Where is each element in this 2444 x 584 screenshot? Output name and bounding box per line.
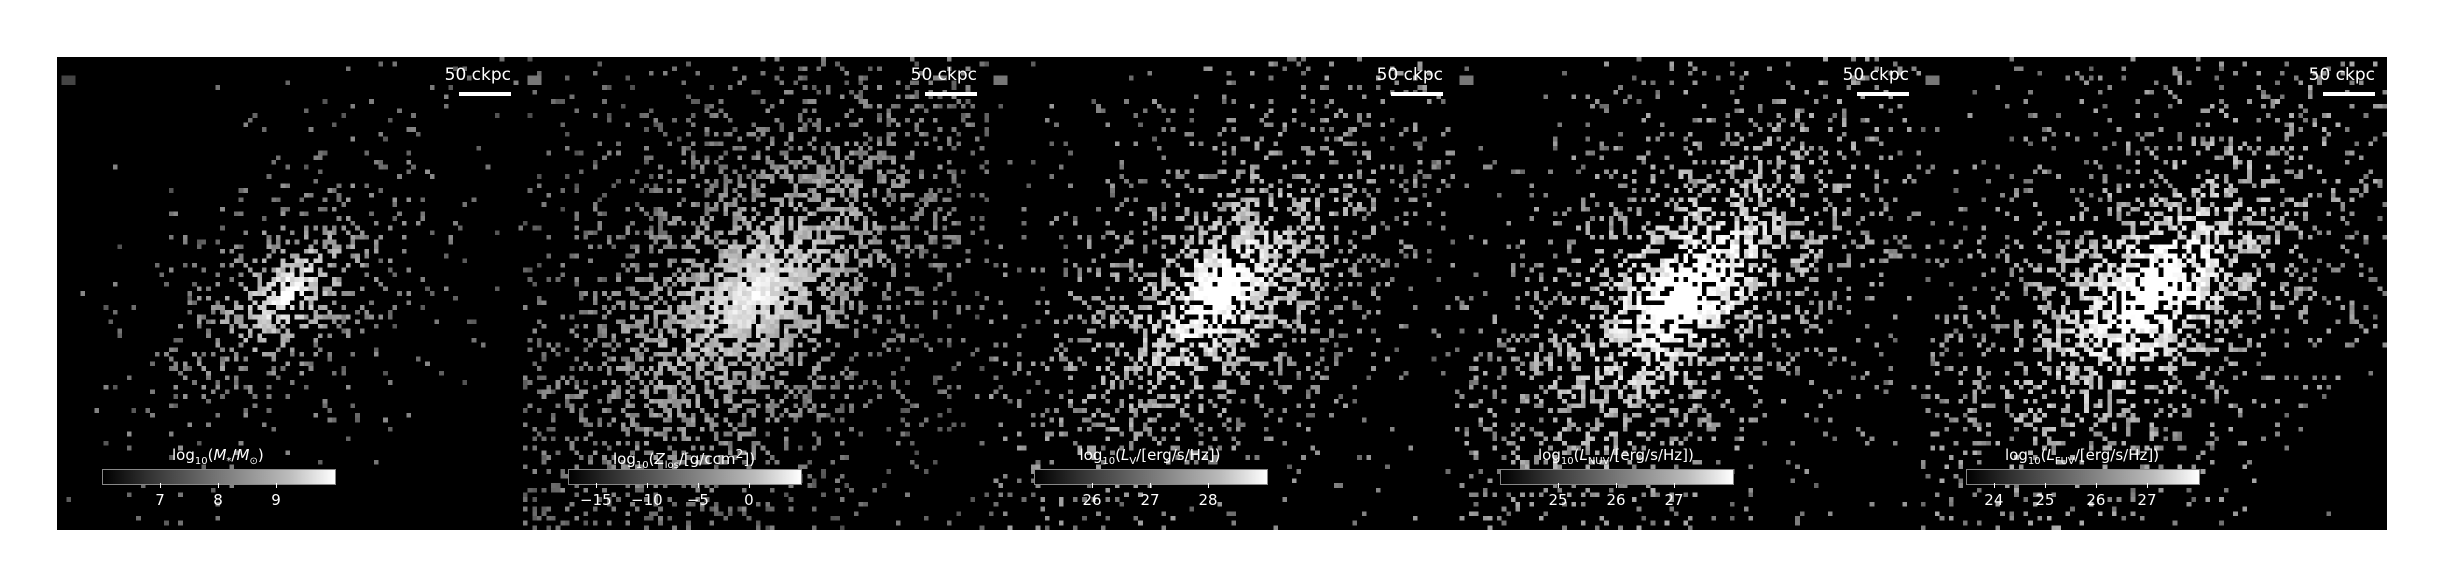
colorbar-tickmark	[1150, 483, 1151, 488]
scalebar-label: 50 ckpc	[444, 65, 511, 85]
colorbar-tick-label: 8	[213, 491, 223, 509]
colorbar	[1034, 469, 1268, 485]
colorbar-tickmark	[2095, 483, 2097, 488]
colorbar-tickmark	[1208, 483, 1209, 488]
map-panel-luminosity-nuv: 50 ckpc log10(LNUV/[erg/s/Hz]) 25 26 27	[1455, 57, 1921, 530]
map-image	[1455, 57, 1921, 530]
map-panel-luminosity-fuv: 50 ckpc log10(LFUV/[erg/s/Hz]) 24 25 26 27	[1921, 57, 2387, 530]
colorbar-tickmark	[276, 483, 277, 488]
map-image	[1921, 57, 2387, 530]
colorbar-tick-label: 27	[1664, 491, 1684, 509]
colorbar-tickmark	[160, 483, 161, 488]
colorbar-tickmark	[2146, 483, 2148, 488]
colorbar-tick-label: 7	[155, 491, 165, 509]
colorbar-tickmark	[1092, 483, 1093, 488]
map-image	[523, 57, 989, 530]
colorbar-tick-label: 24	[1984, 491, 2004, 509]
colorbar	[102, 469, 336, 485]
colorbar-tickmark	[1558, 483, 1559, 488]
map-panel-stellar-mass: 50 ckpc log10(M*/M⊙) 7 8 9	[57, 57, 523, 530]
colorbar-tickmark	[1993, 483, 1995, 488]
map-image	[989, 57, 1455, 530]
colorbar	[1966, 469, 2200, 485]
colorbar-tickmark	[218, 483, 219, 488]
colorbar-tick-label: 26	[2086, 491, 2106, 509]
colorbar-tick-label: −15	[580, 491, 612, 509]
scalebar-line	[1391, 92, 1443, 96]
colorbar-tick-label: 28	[1198, 491, 1218, 509]
scalebar-label: 50 ckpc	[1376, 65, 1443, 85]
map-panel-luminosity-v: 50 ckpc log10(LV/[erg/s/Hz]) 26 27 28	[989, 57, 1455, 530]
colorbar-tick-label: 0	[744, 491, 754, 509]
colorbar-tick-label: 26	[1606, 491, 1626, 509]
colorbar-tick-label: 27	[1140, 491, 1160, 509]
colorbar-tickmark	[2044, 483, 2046, 488]
scalebar-line	[2323, 92, 2375, 96]
scalebar-line	[1857, 92, 1909, 96]
scalebar-line	[459, 92, 511, 96]
colorbar-tick-label: −10	[631, 491, 663, 509]
map-image	[57, 57, 523, 530]
colorbar-tickmark	[697, 483, 699, 488]
colorbar-label: log10(Zlos/[g/ccm2])	[613, 446, 756, 471]
colorbar	[1500, 469, 1734, 485]
colorbar-tickmark	[595, 483, 597, 488]
colorbar-tick-label: 9	[271, 491, 281, 509]
colorbar-tick-label: 27	[2137, 491, 2157, 509]
colorbar-label: log10(LNUV/[erg/s/Hz])	[1538, 446, 1694, 467]
colorbar-tick-label: 25	[1548, 491, 1568, 509]
map-panel-metal-density: 50 ckpc log10(Zlos/[g/ccm2]) −15 −10 −5 0	[523, 57, 989, 530]
colorbar-tick-label: −5	[686, 491, 709, 509]
colorbar-label: log10(LFUV/[erg/s/Hz])	[2005, 446, 2160, 467]
colorbar-label: log10(LV/[erg/s/Hz])	[1079, 446, 1221, 467]
colorbar-tick-label: 25	[2035, 491, 2055, 509]
scalebar-label: 50 ckpc	[2308, 65, 2375, 85]
colorbar-label: log10(M*/M⊙)	[172, 446, 264, 467]
colorbar-tick-label: 26	[1082, 491, 1102, 509]
colorbar-tickmark	[1674, 483, 1675, 488]
colorbar-tickmark	[646, 483, 648, 488]
colorbar-tickmark	[748, 483, 750, 488]
scalebar-label: 50 ckpc	[910, 65, 977, 85]
scalebar-line	[925, 92, 977, 96]
colorbar-tickmark	[1616, 483, 1617, 488]
scalebar-label: 50 ckpc	[1842, 65, 1909, 85]
colorbar	[568, 469, 802, 485]
